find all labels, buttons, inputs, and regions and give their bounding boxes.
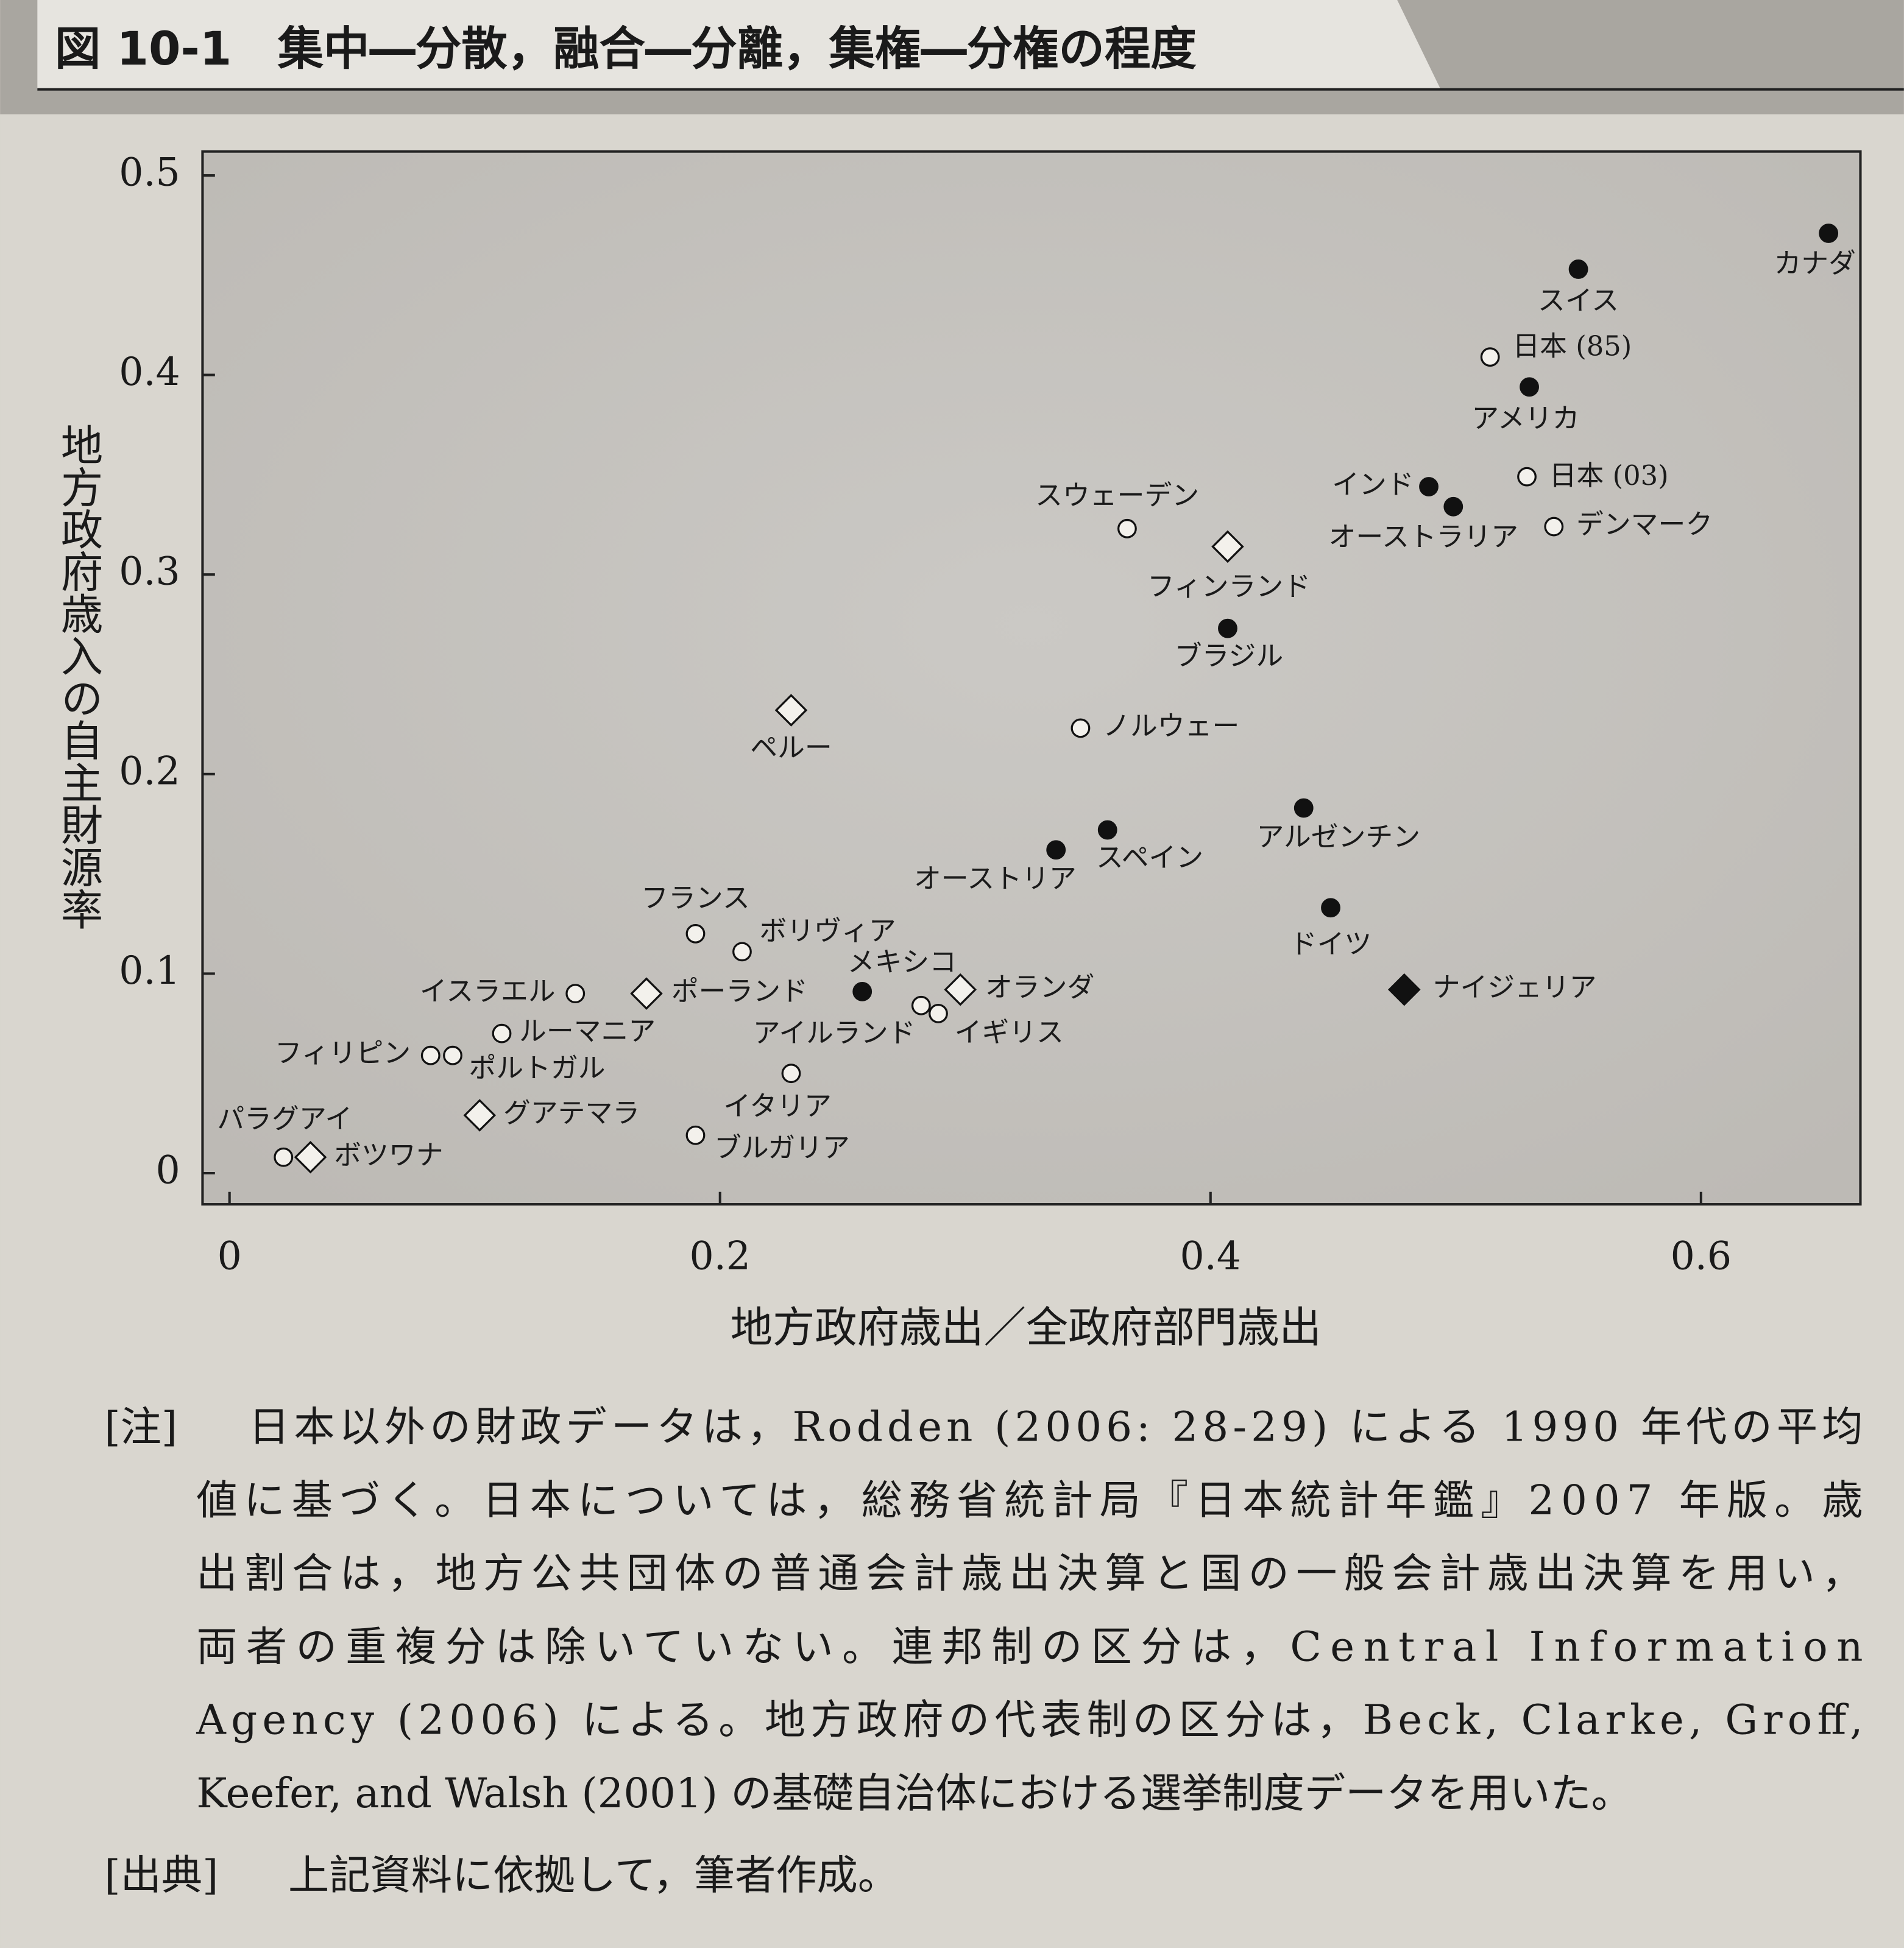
point-marker [294,1141,327,1174]
point-label: ブルガリア [714,1132,850,1164]
point-label: ノルウェー [1103,710,1239,742]
point-label: フィンランド [1147,570,1311,602]
point-label: カナダ [1774,247,1856,279]
point-label: オランダ [985,971,1094,1003]
point-marker [1419,477,1439,496]
point-label: イタリア [723,1090,832,1122]
point-marker [1211,530,1244,563]
y-tick-label: 0.2 [119,748,180,793]
y-tick-label: 0.3 [119,549,180,594]
x-tick-label: 0.6 [1671,1233,1732,1278]
point-marker [944,973,977,1006]
point-marker [852,981,872,1001]
point-marker [1520,377,1539,397]
point-label: オーストラリア [1329,520,1519,552]
point-marker [929,1004,948,1023]
point-marker [420,1045,441,1065]
point-label: 日本 (03) [1549,459,1669,492]
point-label: イスラエル [420,975,556,1008]
point-marker [911,995,931,1015]
title-plate [37,0,1441,90]
point-marker [1218,618,1237,638]
point-label: パラグアイ [217,1103,352,1135]
point-marker [1097,820,1117,840]
point-label: ボツワナ [334,1138,443,1171]
point-label: スペイン [1096,841,1203,873]
point-marker [732,942,752,962]
point-label: ペルー [750,732,832,764]
point-label: デンマーク [1576,508,1713,540]
point-marker [630,977,663,1010]
note-line: 両者の重複分は除いていない。連邦制の区分は，Central Informatio… [196,1623,1863,1670]
point-marker [274,1147,294,1167]
point-marker [1117,518,1137,538]
x-tick-label: 0 [218,1233,242,1278]
point-label: アイルランド [753,1017,916,1049]
point-label: ルーマニア [519,1015,656,1047]
point-marker [1517,467,1537,487]
point-marker [1568,259,1588,279]
y-tick-label: 0.1 [119,948,180,993]
chart-title: 図 10-1 集中―分散，融合―分離，集権―分権の程度 [55,22,1197,76]
note-label: [注] [104,1403,177,1451]
notes: [注] 日本以外の財政データは，Rodden (2006: 28-29) による … [104,1403,1863,1899]
point-marker [1443,496,1463,517]
point-label: ポルトガル [469,1052,605,1084]
y-tick-label: 0.4 [119,349,180,394]
y-tick-label: 0.5 [119,149,180,194]
point-marker [685,1125,706,1145]
point-marker [1819,224,1839,243]
point-label: グアテマラ [503,1096,640,1129]
point-label: フィリピン [275,1037,411,1069]
note-line: Keefer, and Walsh (2001) の基礎自治体における選挙制度デ… [196,1770,1632,1817]
y-axis-title: 地方政府歳入の自主財源率 [53,423,102,930]
point-label: スイス [1538,284,1619,316]
point-marker [1388,973,1421,1006]
plot-area [201,150,1862,1206]
point-label: メキシコ [848,946,957,978]
point-label: インド [1332,468,1414,501]
point-label: スウェーデン [1035,479,1199,511]
note-line: 値に基づく。日本については，総務省統計局『日本統計年鑑』2007 年版。歳 [196,1477,1863,1524]
point-label: ブラジル [1175,640,1283,672]
x-tick-label: 0.4 [1180,1233,1241,1278]
source-text: 上記資料に依拠して，筆者作成。 [288,1851,899,1899]
y-tick-label: 0 [156,1147,180,1192]
point-marker [1294,798,1314,818]
point-marker [443,1045,462,1065]
point-label: 日本 (85) [1512,330,1632,362]
note-line: 出割合は，地方公共団体の普通会計歳出決算と国の一般会計歳出決算を用い， [196,1550,1863,1597]
x-axis-title: 地方政府歳出／全政府部門歳出 [731,1304,1322,1352]
point-marker [565,984,586,1004]
point-marker [774,694,808,727]
point-label: アルゼンチン [1257,820,1421,853]
note-line: Agency (2006) による。地方政府の代表制の区分は，Beck, Cla… [196,1696,1863,1744]
point-marker [1046,840,1066,860]
point-label: ドイツ [1290,928,1372,960]
point-label: アメリカ [1471,402,1579,434]
source-label: [出典] [104,1851,218,1899]
point-label: ナイジェリア [1433,971,1597,1003]
point-label: フランス [641,881,749,914]
point-label: イギリス [954,1016,1063,1048]
point-marker [1544,517,1564,537]
point-label: ボリヴィア [760,914,896,947]
point-marker [781,1064,801,1084]
point-marker [1480,347,1500,367]
point-label: ポーランド [671,975,808,1008]
point-marker [492,1023,512,1043]
point-marker [1071,718,1091,738]
point-marker [1321,898,1340,918]
point-label: オーストリア [914,863,1077,895]
point-marker [463,1099,497,1132]
x-tick-label: 0.2 [690,1233,751,1278]
point-marker [685,923,706,944]
